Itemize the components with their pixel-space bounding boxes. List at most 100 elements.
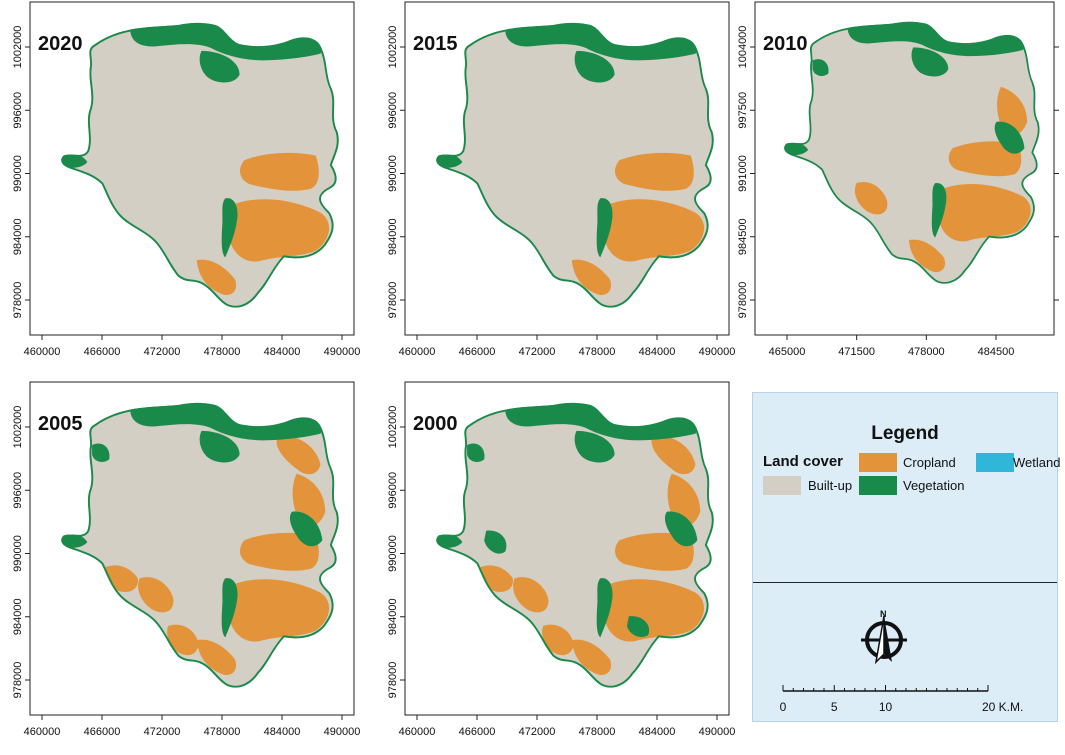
x-tick-label: 466000 <box>84 726 121 738</box>
map-year-label: 2015 <box>413 33 458 55</box>
map-year-label: 2000 <box>413 413 458 435</box>
cropland-area <box>854 182 888 215</box>
scale-bar-label: 5 <box>831 700 838 714</box>
vegetation-area <box>199 50 240 83</box>
x-tick-label: 490000 <box>699 726 735 738</box>
cropland-area <box>513 577 549 613</box>
map-year-label: 2020 <box>38 33 83 55</box>
vegetation-area <box>221 578 238 638</box>
x-tick-label: 478000 <box>579 726 616 738</box>
scale-bar-label: 20 K.M. <box>982 700 1023 714</box>
vegetation-area <box>664 511 698 547</box>
map-year-label: 2010 <box>763 33 808 55</box>
y-tick-label: 1002000 <box>12 26 24 69</box>
x-tick-label: 478000 <box>204 346 241 358</box>
x-tick-label: 490000 <box>324 346 360 358</box>
x-tick-label: 478000 <box>204 726 241 738</box>
cropland-area <box>542 624 574 656</box>
vegetation-area <box>931 182 947 238</box>
y-tick-label: 997500 <box>737 92 749 129</box>
vegetation-area <box>130 23 322 61</box>
y-tick-label: 990000 <box>387 535 399 572</box>
vegetation-area <box>484 530 507 554</box>
x-tick-label: 466000 <box>459 346 496 358</box>
cropland-area <box>225 579 330 642</box>
y-tick-label: 984000 <box>387 218 399 255</box>
x-tick-label: 466000 <box>459 726 496 738</box>
cropland-area <box>948 141 1022 177</box>
x-tick-label: 478000 <box>908 346 945 358</box>
map-panel-2015: 2015 460000 466000 472000 478000 484000 490000… <box>375 0 735 375</box>
cropland-area <box>600 579 705 642</box>
vegetation-area <box>436 153 463 168</box>
y-tick-label: 1002000 <box>387 26 399 69</box>
y-tick-label: 991000 <box>737 155 749 192</box>
y-tick-label: 990000 <box>12 535 24 572</box>
legend-divider <box>753 582 1057 583</box>
cropland-area <box>196 259 237 295</box>
north-arrow-icon: N <box>861 609 907 665</box>
vegetation-area <box>61 153 88 168</box>
cropland-area <box>908 239 946 273</box>
y-tick-label: 978000 <box>12 662 24 699</box>
x-tick-label: 484000 <box>639 726 676 738</box>
y-tick-label: 978000 <box>12 282 24 319</box>
y-tick-label: 984000 <box>387 598 399 635</box>
x-tick-label: 478000 <box>579 346 616 358</box>
map-year-label: 2005 <box>38 413 83 435</box>
x-tick-label: 472000 <box>519 346 556 358</box>
x-tick-label: 460000 <box>24 726 61 738</box>
cropland-area <box>138 577 174 613</box>
cropland-area <box>167 624 199 656</box>
cropland-area <box>614 152 694 191</box>
y-tick-label: 1004000 <box>737 26 749 69</box>
x-tick-label: 460000 <box>399 726 436 738</box>
vegetation-area <box>505 23 697 61</box>
vegetation-area <box>812 59 829 77</box>
vegetation-area <box>596 578 613 638</box>
vegetation-area <box>199 430 240 463</box>
x-tick-label: 490000 <box>324 726 360 738</box>
vegetation-area <box>505 403 697 441</box>
y-tick-label: 978000 <box>387 282 399 319</box>
cropland-label: Cropland <box>903 455 956 470</box>
vegetation-area <box>784 142 809 155</box>
y-tick-label: 984500 <box>737 218 749 255</box>
svg-text:N: N <box>880 609 887 619</box>
vegetation-area <box>626 616 650 637</box>
cropland-area <box>571 639 612 675</box>
vegetation-swatch <box>859 476 897 495</box>
y-tick-label: 996000 <box>387 472 399 509</box>
vegetation-area <box>994 121 1025 154</box>
map-panel-2020: 2020 460000 466000 472000 478000 484000 490000… <box>0 0 360 375</box>
map-panel-2000: 2000 460000 466000 472000 478000 484000 490000… <box>375 380 735 755</box>
built-up-label: Built-up <box>808 478 853 493</box>
cropland-area <box>196 639 237 675</box>
cropland-area <box>935 183 1031 242</box>
built-up-swatch <box>763 476 801 495</box>
x-tick-label: 484000 <box>264 346 301 358</box>
y-tick-label: 978000 <box>387 662 399 699</box>
x-tick-label: 484000 <box>264 726 301 738</box>
wetland-label: Wetland <box>1013 455 1061 470</box>
vegetation-area <box>596 198 613 258</box>
scale-bar-label: 10 <box>879 700 893 714</box>
cropland-area <box>239 532 319 571</box>
vegetation-area <box>289 511 323 547</box>
cropland-area <box>225 199 330 262</box>
vegetation-area <box>436 533 463 548</box>
vegetation-area <box>467 443 485 462</box>
cropland-area <box>651 435 696 475</box>
map-panel-2005: 2005 460000 466000 472000 478000 484000 490000… <box>0 380 360 755</box>
cropland-area <box>571 259 612 295</box>
vegetation-area <box>130 403 322 441</box>
y-tick-label: 990000 <box>12 155 24 192</box>
x-tick-label: 490000 <box>699 346 735 358</box>
cropland-area <box>276 435 321 475</box>
vegetation-label: Vegetation <box>903 478 965 493</box>
x-tick-label: 460000 <box>399 346 436 358</box>
y-tick-label: 996000 <box>12 472 24 509</box>
y-tick-label: 978000 <box>737 282 749 319</box>
vegetation-area <box>92 443 110 462</box>
wetland-swatch <box>976 453 1014 472</box>
